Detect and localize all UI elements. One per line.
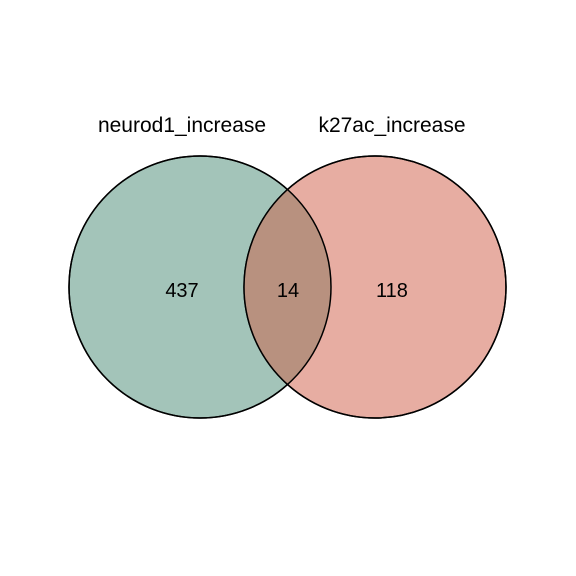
set-outline-neurod1-increase — [68, 155, 332, 419]
set-label-neurod1-increase: neurod1_increase — [98, 114, 266, 137]
set-outline-k27ac-increase — [243, 155, 507, 419]
overlap-region — [244, 156, 331, 418]
count-neurod1-only: 437 — [165, 280, 198, 302]
count-overlap: 14 — [277, 280, 299, 302]
set-label-k27ac-increase: k27ac_increase — [318, 114, 465, 137]
count-k27ac-only: 118 — [376, 280, 408, 302]
